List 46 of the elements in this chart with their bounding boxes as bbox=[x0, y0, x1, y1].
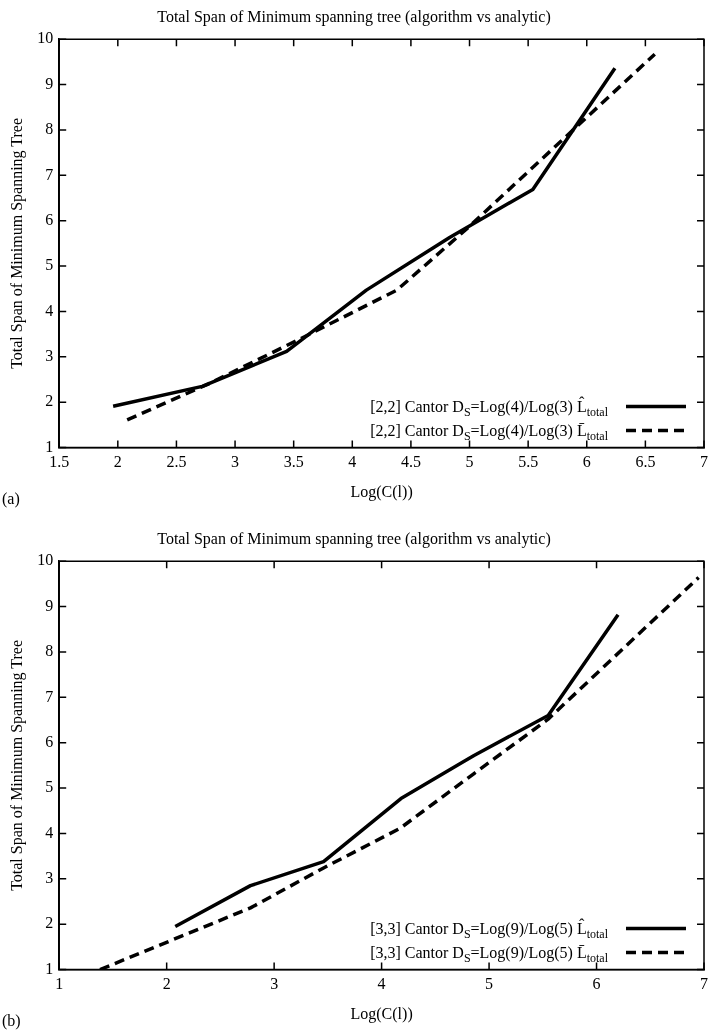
x-tick-label: 6 bbox=[592, 975, 601, 993]
x-tick-label: 5 bbox=[485, 975, 494, 993]
y-tick-label: 8 bbox=[45, 120, 54, 138]
y-tick-label: 5 bbox=[45, 256, 54, 274]
x-tick-label: 5.5 bbox=[518, 453, 539, 471]
x-tick-label: 4 bbox=[377, 975, 386, 993]
y-tick-label: 1 bbox=[45, 959, 54, 977]
x-tick-label: 7 bbox=[700, 975, 708, 993]
x-tick-label: 3 bbox=[270, 975, 279, 993]
x-axis-title: Log(C(l)) bbox=[350, 1004, 413, 1023]
x-tick-label: 3 bbox=[231, 453, 240, 471]
x-tick-label: 4.5 bbox=[400, 453, 421, 471]
x-tick-label: 2 bbox=[162, 975, 171, 993]
x-tick-label: 7 bbox=[700, 453, 708, 471]
y-tick-label: 2 bbox=[45, 914, 54, 932]
chart-title: Total Span of Minimum spanning tree (algorithm vs analytic) bbox=[157, 7, 551, 26]
x-tick-label: 2.5 bbox=[166, 453, 187, 471]
y-tick-label: 9 bbox=[45, 74, 54, 92]
y-tick-label: 2 bbox=[45, 392, 54, 410]
x-tick-label: 1.5 bbox=[49, 453, 70, 471]
x-tick-label: 5 bbox=[465, 453, 474, 471]
y-tick-label: 7 bbox=[45, 687, 54, 705]
y-tick-label: 6 bbox=[45, 732, 54, 750]
y-tick-label: 7 bbox=[45, 165, 54, 183]
y-tick-label: 8 bbox=[45, 642, 54, 660]
y-tick-label: 10 bbox=[37, 29, 54, 47]
x-tick-label: 6 bbox=[582, 453, 591, 471]
chart-title: Total Span of Minimum spanning tree (algorithm vs analytic) bbox=[157, 529, 551, 548]
y-tick-label: 1 bbox=[45, 437, 54, 455]
y-tick-label: 9 bbox=[45, 596, 54, 614]
x-tick-label: 2 bbox=[113, 453, 122, 471]
y-axis-title: Total Span of Minimum Spanning Tree bbox=[7, 117, 26, 369]
y-tick-label: 10 bbox=[37, 551, 54, 569]
y-tick-label: 3 bbox=[45, 347, 54, 365]
text: (a) bbox=[2, 490, 20, 508]
y-axis-title: Total Span of Minimum Spanning Tree bbox=[7, 639, 26, 891]
y-tick-label: 6 bbox=[45, 210, 54, 228]
x-tick-label: 6.5 bbox=[635, 453, 656, 471]
y-tick-label: 3 bbox=[45, 869, 54, 887]
y-tick-label: 5 bbox=[45, 778, 54, 796]
y-tick-label: 4 bbox=[45, 823, 54, 841]
x-tick-label: 4 bbox=[348, 453, 357, 471]
x-axis-title: Log(C(l)) bbox=[350, 482, 413, 501]
y-tick-label: 4 bbox=[45, 301, 54, 319]
text: (b) bbox=[2, 1012, 21, 1030]
x-tick-label: 3.5 bbox=[283, 453, 304, 471]
